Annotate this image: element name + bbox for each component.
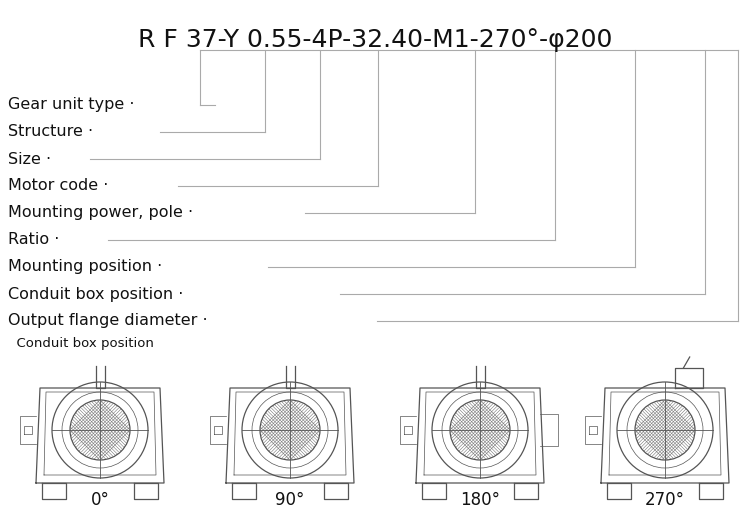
Text: Conduit box position: Conduit box position <box>8 337 154 350</box>
Text: Structure ·: Structure · <box>8 124 93 139</box>
Text: Conduit box position ·: Conduit box position · <box>8 287 183 302</box>
Text: Mounting power, pole ·: Mounting power, pole · <box>8 205 194 220</box>
Text: Mounting position ·: Mounting position · <box>8 260 162 275</box>
Text: Size ·: Size · <box>8 152 51 167</box>
Text: Ratio ·: Ratio · <box>8 232 59 247</box>
Text: Output flange diameter ·: Output flange diameter · <box>8 313 208 328</box>
Text: R F 37-Y 0.55-4P-32.40-M1-270°-φ200: R F 37-Y 0.55-4P-32.40-M1-270°-φ200 <box>138 28 612 52</box>
Text: 270°: 270° <box>645 491 685 509</box>
Text: Motor code ·: Motor code · <box>8 179 108 194</box>
Text: 90°: 90° <box>275 491 304 509</box>
Text: Gear unit type ·: Gear unit type · <box>8 97 134 112</box>
Text: 180°: 180° <box>460 491 500 509</box>
Text: 0°: 0° <box>91 491 110 509</box>
